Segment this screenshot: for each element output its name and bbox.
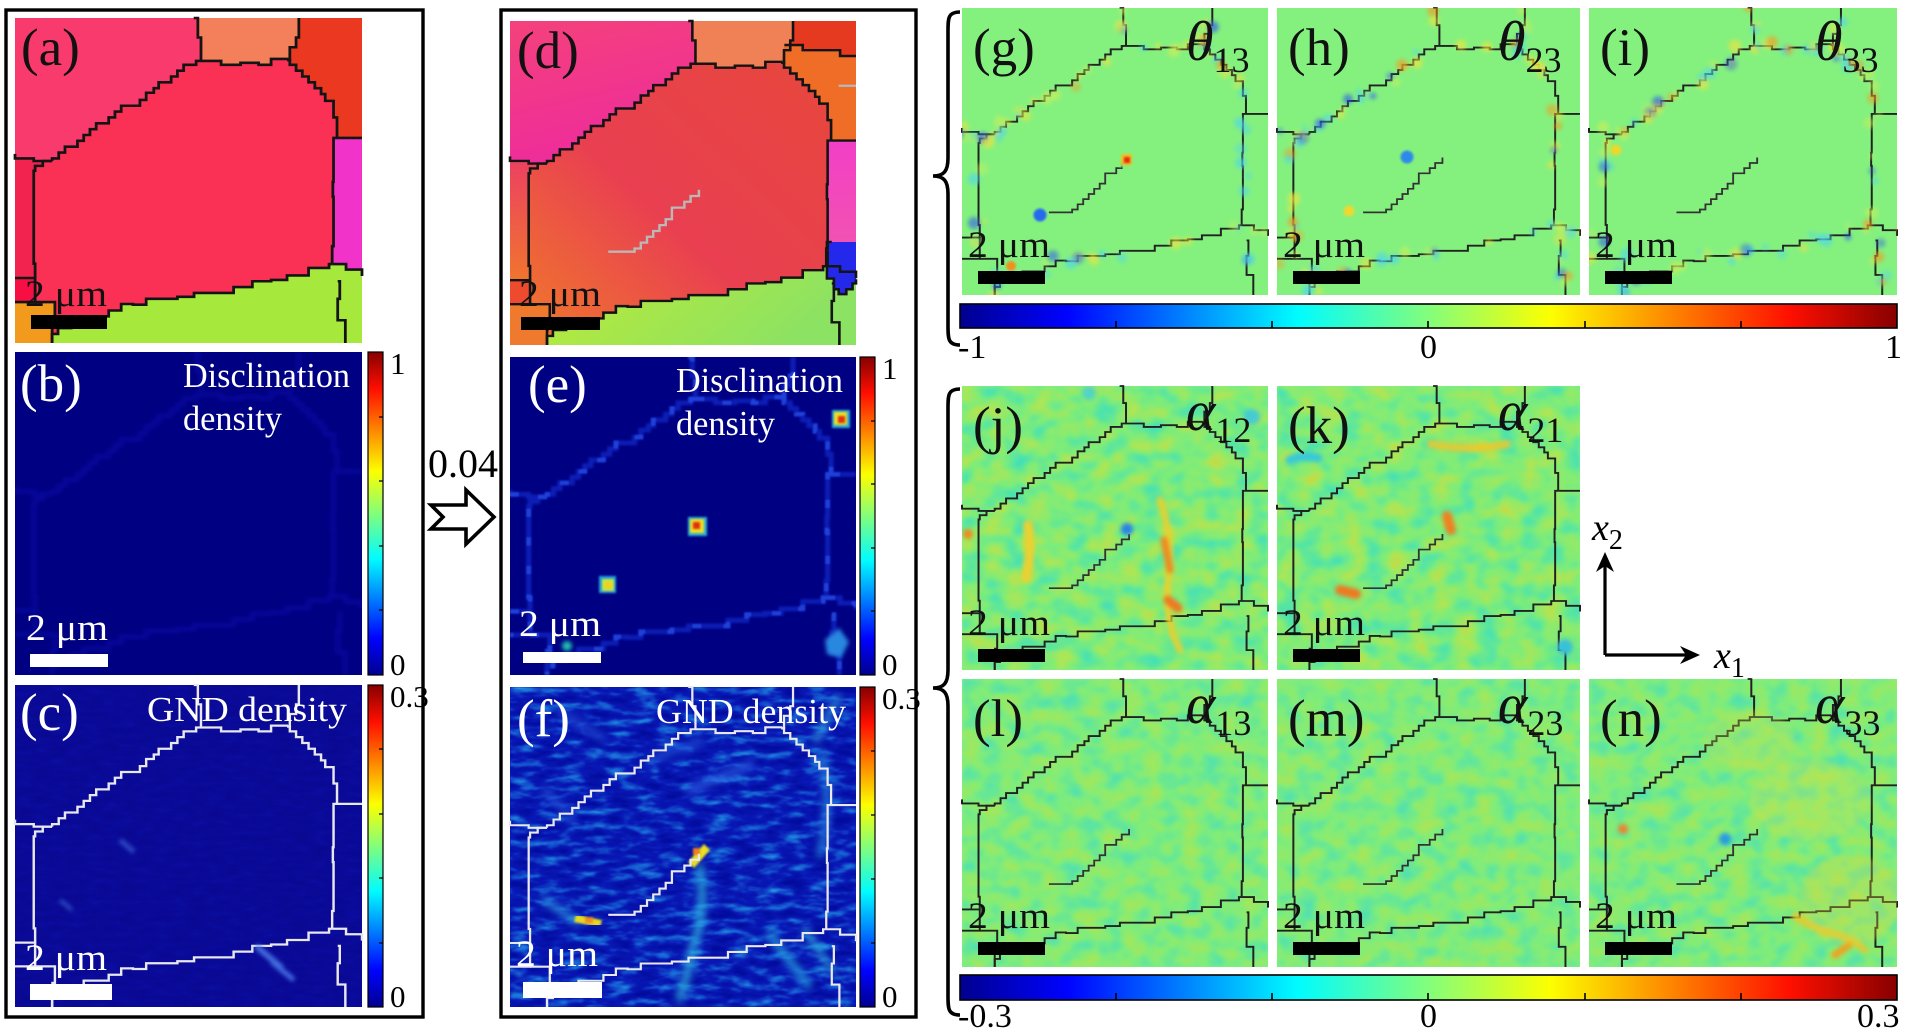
- svg-text:(h): (h): [1288, 19, 1350, 77]
- svg-text:θ23: θ23: [1498, 11, 1562, 80]
- svg-text:2 μm: 2 μm: [519, 274, 601, 315]
- svg-text:GND density: GND density: [656, 692, 847, 731]
- svg-text:2 μm: 2 μm: [519, 604, 601, 645]
- svg-text:α13: α13: [1186, 674, 1251, 743]
- svg-text:(g): (g): [973, 19, 1035, 77]
- svg-text:(m): (m): [1288, 690, 1365, 748]
- svg-text:density: density: [183, 399, 282, 438]
- svg-text:0: 0: [1420, 329, 1437, 366]
- svg-text:Disclination: Disclination: [676, 361, 843, 400]
- svg-text:2 μm: 2 μm: [516, 934, 598, 975]
- svg-text:(c): (c): [20, 684, 79, 742]
- svg-text:(e): (e): [528, 356, 587, 414]
- svg-text:θ33: θ33: [1815, 11, 1879, 80]
- svg-text:(k): (k): [1288, 397, 1350, 455]
- svg-text:1: 1: [1885, 329, 1902, 366]
- svg-text:x2: x2: [1591, 507, 1623, 556]
- svg-text:(d): (d): [517, 22, 579, 80]
- svg-text:2 μm: 2 μm: [25, 274, 107, 315]
- svg-text:θ13: θ13: [1186, 11, 1250, 80]
- svg-text:α21: α21: [1498, 381, 1563, 450]
- svg-text:(j): (j): [973, 397, 1023, 455]
- svg-text:x1: x1: [1713, 635, 1745, 684]
- svg-text:0: 0: [882, 647, 898, 682]
- svg-text:-0.3: -0.3: [958, 998, 1012, 1029]
- svg-text:2 μm: 2 μm: [1283, 225, 1365, 266]
- svg-text:2 μm: 2 μm: [25, 938, 107, 979]
- svg-text:density: density: [676, 404, 775, 443]
- svg-text:(l): (l): [973, 690, 1023, 748]
- svg-text:2 μm: 2 μm: [26, 608, 108, 649]
- svg-text:0: 0: [882, 979, 898, 1014]
- svg-text:0.3: 0.3: [882, 681, 921, 716]
- svg-text:(a): (a): [21, 19, 80, 77]
- svg-text:2 μm: 2 μm: [1595, 896, 1677, 937]
- svg-text:0.3: 0.3: [1857, 998, 1900, 1029]
- svg-text:(n): (n): [1600, 690, 1662, 748]
- svg-text:1: 1: [390, 346, 406, 381]
- svg-text:α33: α33: [1815, 674, 1880, 743]
- svg-text:(b): (b): [20, 355, 82, 413]
- svg-text:0: 0: [390, 647, 406, 682]
- svg-text:α12: α12: [1186, 381, 1251, 450]
- svg-text:0: 0: [1420, 998, 1437, 1029]
- svg-text:0: 0: [390, 979, 406, 1014]
- svg-text:(f): (f): [517, 690, 570, 748]
- svg-text:2 μm: 2 μm: [968, 603, 1050, 644]
- svg-text:GND density: GND density: [147, 690, 348, 729]
- svg-text:2 μm: 2 μm: [1595, 225, 1677, 266]
- svg-text:2 μm: 2 μm: [968, 225, 1050, 266]
- svg-text:2 μm: 2 μm: [1283, 603, 1365, 644]
- svg-text:1: 1: [882, 351, 898, 386]
- svg-text:2 μm: 2 μm: [1283, 896, 1365, 937]
- svg-text:0.3: 0.3: [390, 679, 429, 714]
- svg-text:Disclination: Disclination: [183, 356, 350, 395]
- svg-text:-1: -1: [958, 329, 986, 366]
- svg-text:α23: α23: [1498, 674, 1563, 743]
- svg-text:(i): (i): [1600, 19, 1650, 77]
- svg-text:0.04: 0.04: [428, 441, 498, 486]
- svg-text:2 μm: 2 μm: [968, 896, 1050, 937]
